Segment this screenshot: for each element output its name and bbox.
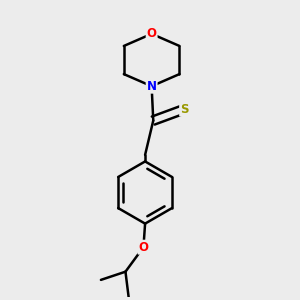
Text: N: N [147,80,157,93]
Text: S: S [180,103,189,116]
Text: O: O [147,27,157,40]
Text: O: O [139,241,148,254]
